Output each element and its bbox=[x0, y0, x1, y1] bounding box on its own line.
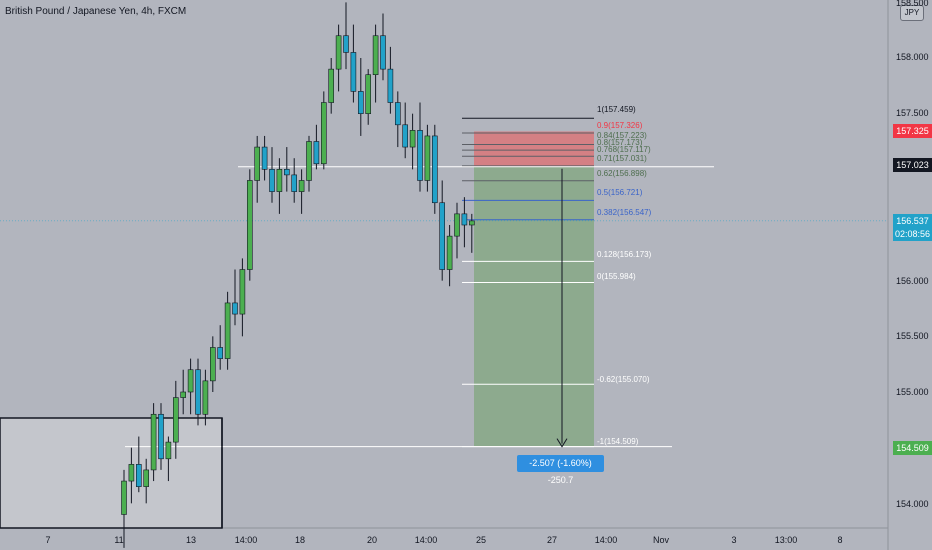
price-tick: 155.500 bbox=[896, 331, 929, 341]
candle-body bbox=[350, 52, 357, 92]
candle-body bbox=[424, 135, 431, 181]
candle-body bbox=[365, 74, 372, 114]
candle-body bbox=[328, 68, 335, 103]
candle-body bbox=[291, 174, 298, 192]
candle-body bbox=[143, 469, 149, 487]
time-tick: 14:00 bbox=[234, 535, 258, 545]
candle-body bbox=[239, 269, 246, 315]
symbol-title[interactable]: British Pound / Japanese Yen, 4h, FXCM bbox=[5, 6, 187, 17]
consolidation-box bbox=[0, 417, 223, 529]
candle-body bbox=[409, 130, 416, 148]
price-tick: 158.500 bbox=[896, 0, 929, 8]
candle-body bbox=[210, 347, 216, 382]
candle-body bbox=[387, 68, 394, 103]
time-tick: 13 bbox=[185, 535, 197, 545]
fib-level-label: -0.62(155.070) bbox=[597, 375, 650, 384]
fib-level-label: 0.5(156.721) bbox=[597, 188, 643, 197]
candle-body bbox=[446, 235, 453, 270]
price-tick: 156.000 bbox=[896, 276, 929, 286]
fib-level-label: 0.8(157.173) bbox=[597, 138, 643, 147]
candle-body bbox=[372, 35, 379, 76]
time-tick: 20 bbox=[366, 535, 378, 545]
time-tick: 27 bbox=[546, 535, 558, 545]
candle-body bbox=[283, 169, 290, 176]
time-tick: 14:00 bbox=[414, 535, 438, 545]
take-profit-zone bbox=[474, 166, 594, 447]
currency-button[interactable]: JPY bbox=[900, 5, 924, 21]
candle-body bbox=[431, 135, 438, 204]
time-tick: 14:00 bbox=[594, 535, 618, 545]
current-price-label: 156.537 bbox=[893, 214, 932, 228]
candle-body bbox=[158, 413, 164, 460]
countdown-label: 02:08:56 bbox=[893, 227, 932, 241]
time-tick: Nov bbox=[652, 535, 670, 545]
candle-body bbox=[261, 146, 268, 170]
candle-body bbox=[461, 213, 468, 226]
price-tick: 155.000 bbox=[896, 387, 929, 397]
candle-body bbox=[320, 102, 327, 165]
candle-body bbox=[454, 213, 460, 237]
candle-body bbox=[335, 35, 342, 70]
candle-body bbox=[136, 464, 142, 487]
time-tick: 8 bbox=[837, 535, 843, 545]
candle-body bbox=[298, 180, 305, 192]
time-tick: 11 bbox=[114, 535, 124, 545]
target-price-label: 154.509 bbox=[893, 441, 932, 455]
candle-body bbox=[439, 202, 446, 270]
candle-body bbox=[173, 397, 179, 443]
candle-body bbox=[217, 347, 223, 359]
candle-body bbox=[165, 441, 172, 460]
fib-level-label: 0.71(157.031) bbox=[597, 154, 647, 163]
fib-level-label: 0.768(157.117) bbox=[597, 145, 651, 154]
price-tick: 158.000 bbox=[896, 52, 929, 62]
price-axis-panel bbox=[888, 0, 932, 550]
candle-body bbox=[121, 480, 127, 515]
fib-level-label: 1(157.459) bbox=[597, 105, 636, 114]
entry-price-label: 157.023 bbox=[893, 158, 932, 172]
stop-price-label: 157.325 bbox=[893, 124, 932, 138]
time-tick: 7 bbox=[45, 535, 51, 545]
candle-body bbox=[380, 35, 386, 70]
fib-level-label: 0.62(156.898) bbox=[597, 169, 647, 178]
candle-body bbox=[128, 464, 135, 482]
candle-body bbox=[269, 169, 275, 192]
candle-body bbox=[343, 35, 349, 53]
fib-level-label: 0.84(157.223) bbox=[597, 131, 647, 140]
time-tick: 25 bbox=[475, 535, 487, 545]
candle-body bbox=[306, 141, 312, 181]
time-tick: 3 bbox=[731, 535, 737, 545]
candle-body bbox=[254, 146, 260, 181]
price-tick: 157.500 bbox=[896, 108, 929, 118]
candle-body bbox=[232, 302, 238, 315]
fib-level-label: -1(154.509) bbox=[597, 437, 639, 446]
candle-body bbox=[187, 369, 194, 393]
candle-body bbox=[468, 220, 475, 226]
time-tick: 13:00 bbox=[774, 535, 798, 545]
candle-body bbox=[276, 169, 283, 192]
measure-arrow-head bbox=[556, 438, 568, 448]
measure-result-label[interactable]: -2.507 (-1.60%) -250.7 bbox=[517, 455, 604, 485]
candle-body bbox=[195, 369, 201, 415]
candle-body bbox=[224, 302, 231, 359]
stop-loss-zone bbox=[474, 131, 594, 167]
fib-level-label: 0(155.984) bbox=[597, 272, 636, 281]
candle-body bbox=[180, 391, 186, 398]
candle-body bbox=[402, 124, 409, 148]
fib-level-label: 0.9(157.326) bbox=[597, 121, 643, 130]
candle-body bbox=[202, 380, 209, 415]
price-tick: 154.000 bbox=[896, 499, 929, 509]
fib-level-label: 0.128(156.173) bbox=[597, 250, 652, 259]
candle-body bbox=[394, 102, 401, 126]
candle-body bbox=[417, 130, 423, 181]
fib-level-label: 0.382(156.547) bbox=[597, 208, 652, 217]
candle-body bbox=[357, 91, 364, 114]
candle-body bbox=[313, 141, 320, 165]
candle-body bbox=[247, 180, 253, 270]
candle-body bbox=[150, 413, 157, 471]
time-tick: 18 bbox=[294, 535, 306, 545]
